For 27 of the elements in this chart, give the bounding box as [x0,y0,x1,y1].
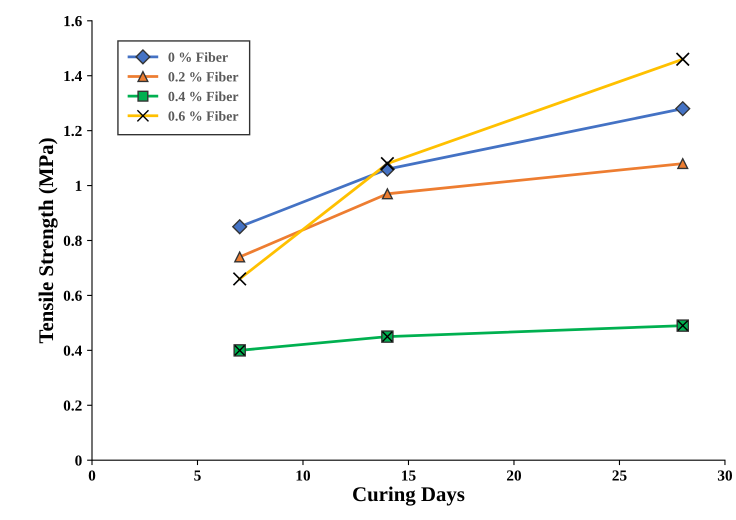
point [675,101,690,116]
x-tick-label: 15 [402,470,416,481]
y-tick-label: 1 [76,180,82,191]
x-axis-title: Curing Days [353,486,464,506]
y-axis-title: Tensile Strength (MPa) [38,138,58,344]
point [382,188,393,200]
y-tick-label: 1.2 [64,126,82,136]
legend-label: 0 % Fiber [168,52,228,62]
x-tick-label: 30 [718,470,732,481]
y-tick-label: 0.8 [64,236,82,246]
y-tick-label: 0.4 [64,345,82,356]
point [677,158,688,170]
legend-label: 0.6 % Fiber [168,110,238,121]
point [232,219,248,234]
legend-label: 0.4 % Fiber [168,91,238,102]
legend-label: 0.2 % Fiber [168,72,238,82]
y-tick-label: 0 [75,455,82,466]
x-tick-label: 5 [194,470,201,481]
x-tick-label: 25 [612,470,627,481]
y-tick-label: 0.6 [64,290,82,301]
y-tick-label: 0.2 [64,400,82,411]
x-tick-label: 0 [88,470,96,481]
x-tick-label: 20 [506,470,522,481]
x-tick-label: 10 [296,470,310,481]
y-tick-label: 1.4 [64,70,82,82]
y-tick-label: 1.6 [64,16,82,26]
point [234,251,246,263]
